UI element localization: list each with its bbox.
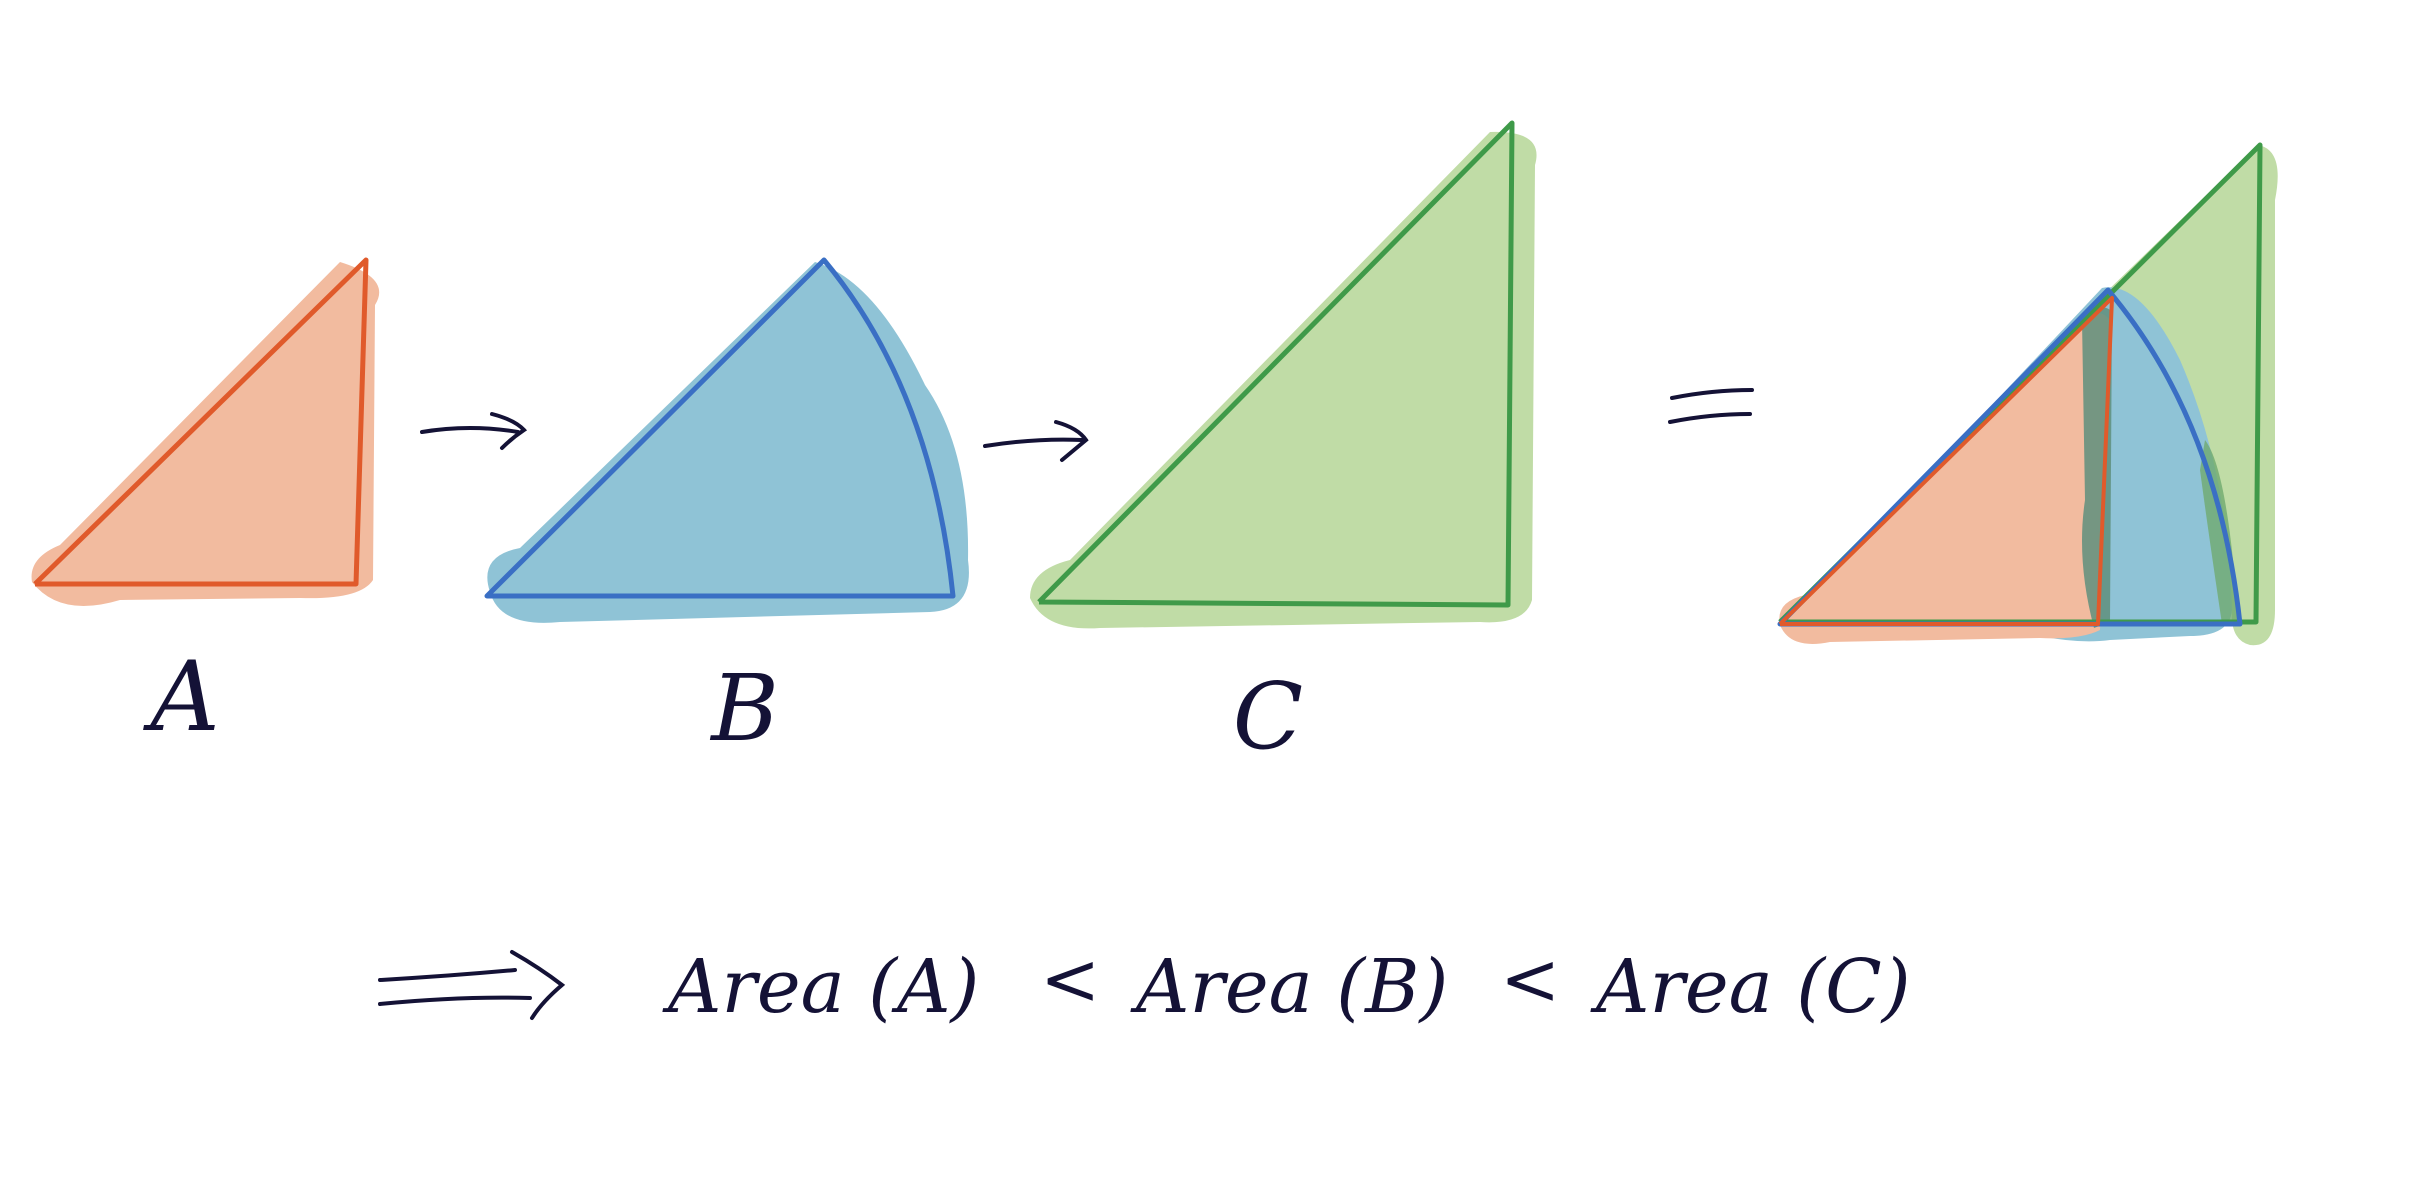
shape-a-outline bbox=[33, 257, 369, 587]
area-a-text: Area (A) bbox=[662, 944, 979, 1030]
less-than-2: < bbox=[1500, 937, 1560, 1021]
shape-a: A bbox=[31, 257, 380, 753]
shape-b: B bbox=[484, 257, 969, 762]
less-than-1: < bbox=[1040, 937, 1100, 1021]
shape-b-outline bbox=[484, 257, 956, 599]
area-c-text: Area (C) bbox=[1590, 944, 1911, 1030]
shape-c-fill bbox=[1030, 131, 1537, 629]
shape-c-outline bbox=[1037, 120, 1515, 608]
shape-c: C bbox=[1030, 120, 1537, 770]
arrow-a-to-b bbox=[420, 412, 528, 450]
shape-c-label: C bbox=[1233, 663, 1303, 770]
shape-b-fill bbox=[487, 262, 969, 623]
equals-sign bbox=[1668, 388, 1754, 424]
overlay-a-outline bbox=[1778, 296, 2114, 626]
shape-a-label: A bbox=[142, 641, 219, 753]
implication-arrow bbox=[378, 950, 566, 1020]
overlay-composite bbox=[1777, 142, 2278, 646]
shape-b-label: B bbox=[709, 655, 779, 762]
overlay-edge-band bbox=[2200, 440, 2238, 624]
area-b-text: Area (B) bbox=[1130, 944, 1448, 1030]
overlay-overlap-band bbox=[2082, 307, 2112, 628]
overlay-a-fill bbox=[1779, 312, 2110, 644]
arrow-b-to-c bbox=[983, 420, 1089, 462]
overlay-b-outline bbox=[1777, 287, 2243, 627]
shape-a-fill bbox=[31, 262, 380, 606]
